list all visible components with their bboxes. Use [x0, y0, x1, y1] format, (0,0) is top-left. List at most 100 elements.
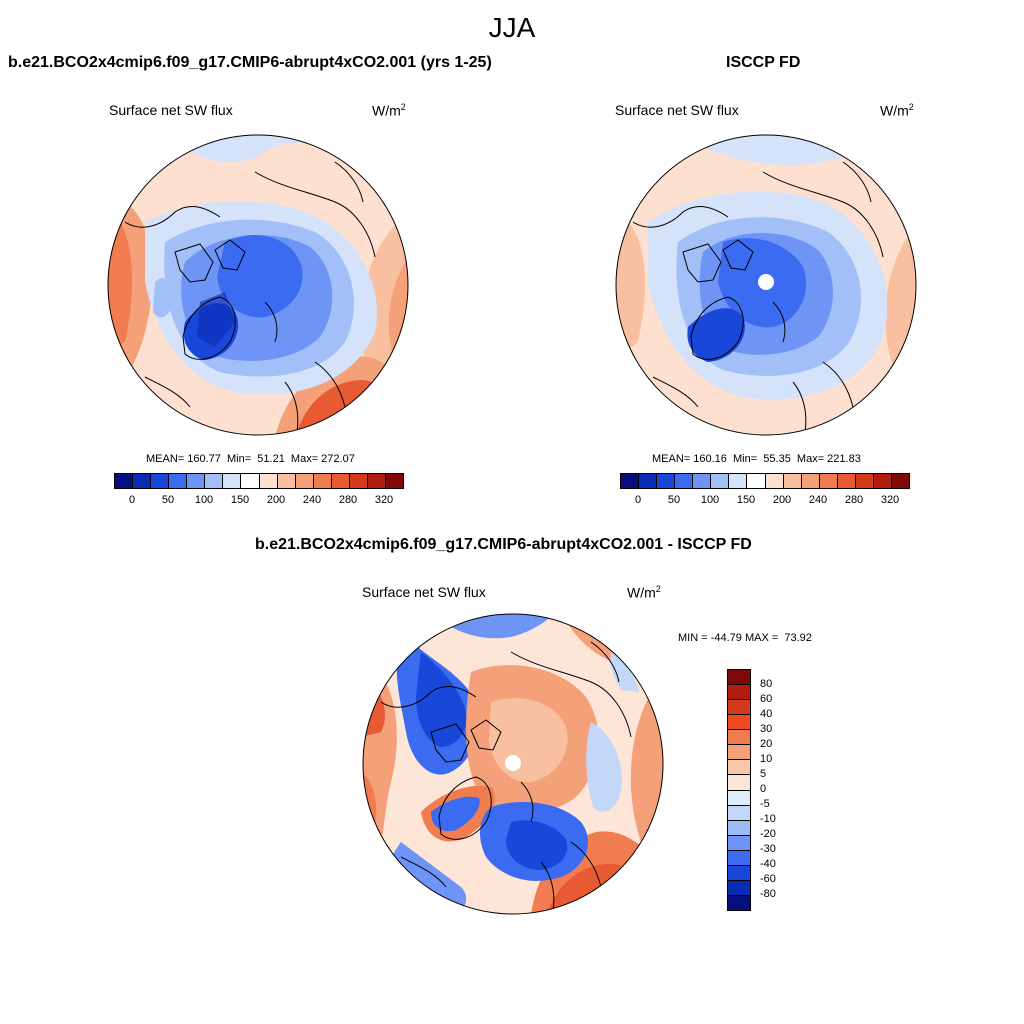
colorbar-swatch	[728, 745, 750, 761]
colorbar-tick-label: -30	[760, 843, 776, 855]
colorbar-tick-label: 320	[880, 494, 900, 506]
colorbar-tick-label: -40	[760, 858, 776, 870]
colorbar-tick-label: 20	[760, 738, 773, 750]
diff-panel-title: b.e21.BCO2x4cmip6.f09_g17.CMIP6-abrupt4x…	[255, 536, 752, 553]
diff-panel-stats: MIN = -44.79 MAX = 73.92	[678, 632, 812, 644]
colorbar-tick-label: 280	[844, 494, 864, 506]
colorbar-swatch	[621, 474, 640, 488]
colorbar-tick-label: 60	[760, 693, 773, 705]
colorbar-swatch	[729, 474, 748, 488]
colorbar-swatch	[728, 760, 750, 776]
right-polar-map	[615, 134, 917, 436]
colorbar-swatch	[728, 835, 750, 851]
colorbar-tick-label: -60	[760, 873, 776, 885]
colorbar-tick-label: 50	[667, 494, 681, 506]
left-colorbar-labels: 0 50 100 150 200 240 280 320	[114, 494, 402, 508]
colorbar-swatch	[277, 474, 296, 488]
colorbar-tick-label: 200	[772, 494, 792, 506]
colorbar-swatch	[728, 775, 750, 791]
colorbar-tick-label: -10	[760, 813, 776, 825]
diff-panel-units: W/m2	[627, 584, 661, 601]
colorbar-swatch	[728, 820, 750, 836]
diff-colorbar-labels: 80 60 40 30 20 10 5 0 -5 -10 -20 -30 -40 -60 -80	[760, 669, 800, 909]
colorbar-swatch	[728, 685, 750, 701]
colorbar-swatch	[728, 895, 750, 910]
colorbar-tick-label: 320	[374, 494, 394, 506]
colorbar-tick-label: 0	[634, 494, 642, 506]
left-panel-stats: MEAN= 160.77 Min= 51.21 Max= 272.07	[146, 453, 355, 465]
colorbar-swatch	[331, 474, 350, 488]
colorbar-swatch	[891, 474, 909, 488]
colorbar-swatch	[728, 715, 750, 731]
colorbar-swatch	[728, 700, 750, 716]
right-colorbar	[620, 473, 910, 489]
colorbar-swatch	[151, 474, 170, 488]
colorbar-swatch	[728, 730, 750, 746]
colorbar-swatch	[801, 474, 820, 488]
colorbar-tick-label: 0	[128, 494, 136, 506]
colorbar-swatch	[259, 474, 278, 488]
colorbar-swatch	[837, 474, 856, 488]
diff-polar-map	[362, 613, 664, 915]
colorbar-tick-label: -5	[760, 798, 770, 810]
right-panel-subtitle: Surface net SW flux	[615, 102, 739, 118]
colorbar-swatch	[205, 474, 224, 488]
colorbar-tick-label: 0	[760, 783, 767, 795]
colorbar-swatch	[693, 474, 712, 488]
colorbar-swatch	[187, 474, 206, 488]
colorbar-swatch	[169, 474, 188, 488]
colorbar-swatch	[657, 474, 676, 488]
colorbar-tick-label: 240	[808, 494, 828, 506]
colorbar-swatch	[728, 850, 750, 866]
colorbar-swatch	[115, 474, 134, 488]
colorbar-swatch	[675, 474, 694, 488]
colorbar-swatch	[349, 474, 368, 488]
colorbar-swatch	[241, 474, 260, 488]
colorbar-tick-label: 50	[161, 494, 175, 506]
colorbar-swatch	[295, 474, 314, 488]
colorbar-tick-label: 100	[194, 494, 214, 506]
right-panel-units: W/m2	[880, 102, 914, 119]
colorbar-swatch	[728, 790, 750, 806]
diff-colorbar	[727, 669, 751, 911]
colorbar-tick-label: 80	[760, 678, 773, 690]
colorbar-swatch	[313, 474, 332, 488]
left-colorbar	[114, 473, 404, 489]
colorbar-swatch	[783, 474, 802, 488]
colorbar-swatch	[728, 880, 750, 896]
left-polar-map	[107, 134, 409, 436]
left-panel-title: b.e21.BCO2x4cmip6.f09_g17.CMIP6-abrupt4x…	[8, 54, 492, 71]
colorbar-tick-label: -20	[760, 828, 776, 840]
colorbar-tick-label: 280	[338, 494, 358, 506]
colorbar-swatch	[728, 805, 750, 821]
colorbar-tick-label: 10	[760, 753, 773, 765]
right-panel-stats: MEAN= 160.16 Min= 55.35 Max= 221.83	[652, 453, 861, 465]
right-colorbar-labels: 0 50 100 150 200 240 280 320	[620, 494, 908, 508]
colorbar-swatch	[711, 474, 730, 488]
colorbar-tick-label: 240	[302, 494, 322, 506]
colorbar-swatch	[819, 474, 838, 488]
colorbar-swatch	[728, 865, 750, 881]
season-title: JJA	[488, 12, 536, 43]
colorbar-tick-label: 5	[760, 768, 767, 780]
colorbar-tick-label: 200	[266, 494, 286, 506]
colorbar-swatch	[728, 670, 750, 686]
colorbar-tick-label: 150	[230, 494, 250, 506]
colorbar-swatch	[855, 474, 874, 488]
colorbar-swatch	[367, 474, 386, 488]
right-panel-title: ISCCP FD	[726, 54, 801, 71]
colorbar-swatch	[385, 474, 403, 488]
colorbar-swatch	[133, 474, 152, 488]
colorbar-swatch	[747, 474, 766, 488]
diff-panel-subtitle: Surface net SW flux	[362, 584, 486, 600]
colorbar-tick-label: 40	[760, 708, 773, 720]
left-panel-subtitle: Surface net SW flux	[109, 102, 233, 118]
left-panel-units: W/m2	[372, 102, 406, 119]
colorbar-swatch	[765, 474, 784, 488]
colorbar-tick-label: 30	[760, 723, 773, 735]
colorbar-swatch	[639, 474, 658, 488]
colorbar-tick-label: 150	[736, 494, 756, 506]
colorbar-swatch	[873, 474, 892, 488]
colorbar-swatch	[223, 474, 242, 488]
colorbar-tick-label: 100	[700, 494, 720, 506]
